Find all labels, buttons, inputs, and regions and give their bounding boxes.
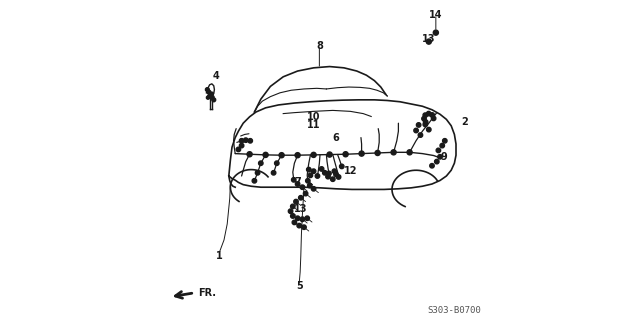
Circle shape [308, 173, 312, 178]
Circle shape [430, 113, 435, 117]
Circle shape [426, 111, 431, 116]
Circle shape [297, 223, 301, 228]
Circle shape [435, 159, 439, 164]
Circle shape [391, 150, 396, 155]
Text: 9: 9 [441, 152, 447, 162]
Text: 11: 11 [307, 120, 321, 131]
Circle shape [291, 214, 295, 218]
Circle shape [248, 139, 253, 143]
Circle shape [433, 30, 438, 35]
Text: 10: 10 [307, 112, 321, 122]
Circle shape [407, 150, 412, 155]
Circle shape [236, 147, 241, 152]
Circle shape [431, 116, 436, 121]
Circle shape [212, 98, 216, 102]
Text: 13: 13 [422, 34, 436, 44]
Circle shape [298, 196, 303, 200]
Circle shape [255, 171, 260, 175]
Text: 7: 7 [295, 177, 301, 187]
Circle shape [315, 174, 320, 178]
Circle shape [334, 172, 339, 177]
Circle shape [327, 152, 332, 157]
Circle shape [414, 128, 419, 133]
Circle shape [239, 143, 244, 148]
Circle shape [303, 191, 308, 196]
Circle shape [312, 169, 316, 173]
Circle shape [292, 178, 296, 182]
Circle shape [279, 153, 284, 158]
Circle shape [271, 171, 276, 175]
Circle shape [306, 179, 310, 183]
Circle shape [436, 148, 440, 153]
Circle shape [430, 164, 435, 168]
Circle shape [300, 217, 305, 221]
Circle shape [209, 93, 212, 97]
Circle shape [423, 113, 428, 117]
Circle shape [207, 90, 211, 94]
Circle shape [422, 116, 426, 121]
Text: 5: 5 [296, 281, 303, 292]
Circle shape [291, 204, 295, 209]
Circle shape [330, 177, 335, 181]
Circle shape [252, 179, 257, 183]
Circle shape [327, 171, 332, 176]
Circle shape [418, 133, 422, 137]
Circle shape [305, 216, 310, 220]
Text: 4: 4 [212, 71, 220, 81]
Circle shape [343, 152, 348, 157]
Text: S303-B0700: S303-B0700 [428, 306, 481, 315]
Circle shape [423, 122, 428, 127]
Circle shape [210, 95, 214, 99]
Circle shape [263, 152, 268, 157]
Circle shape [323, 171, 327, 175]
Circle shape [307, 167, 311, 172]
Circle shape [302, 225, 307, 229]
Text: 14: 14 [429, 10, 443, 20]
Circle shape [307, 183, 312, 188]
Circle shape [443, 139, 447, 143]
Circle shape [259, 161, 263, 165]
Text: 8: 8 [316, 41, 323, 52]
Circle shape [438, 155, 442, 159]
Circle shape [332, 169, 337, 173]
Text: 2: 2 [461, 116, 468, 127]
Circle shape [339, 164, 344, 169]
Circle shape [417, 123, 421, 127]
Circle shape [375, 150, 380, 156]
Circle shape [206, 96, 210, 99]
Circle shape [209, 93, 212, 97]
Text: 1: 1 [216, 251, 223, 261]
Circle shape [337, 175, 341, 179]
Circle shape [426, 39, 431, 44]
Text: 6: 6 [332, 133, 339, 143]
Circle shape [239, 139, 244, 143]
Circle shape [243, 138, 248, 142]
Circle shape [292, 220, 297, 225]
Circle shape [207, 95, 211, 98]
Circle shape [440, 143, 445, 148]
Circle shape [424, 120, 428, 124]
Circle shape [294, 199, 298, 204]
Circle shape [426, 127, 431, 132]
Circle shape [296, 182, 300, 186]
Text: FR.: FR. [198, 288, 216, 298]
Circle shape [312, 187, 316, 191]
Circle shape [247, 152, 252, 157]
Circle shape [319, 167, 324, 171]
Circle shape [275, 161, 279, 165]
Circle shape [205, 88, 209, 92]
Circle shape [300, 185, 305, 189]
Circle shape [311, 152, 316, 157]
Text: 13: 13 [294, 204, 308, 214]
Circle shape [359, 151, 364, 156]
Circle shape [296, 216, 300, 220]
Circle shape [326, 174, 330, 179]
Circle shape [210, 92, 214, 95]
Circle shape [295, 153, 300, 158]
Text: 12: 12 [344, 166, 358, 176]
Circle shape [288, 209, 293, 213]
